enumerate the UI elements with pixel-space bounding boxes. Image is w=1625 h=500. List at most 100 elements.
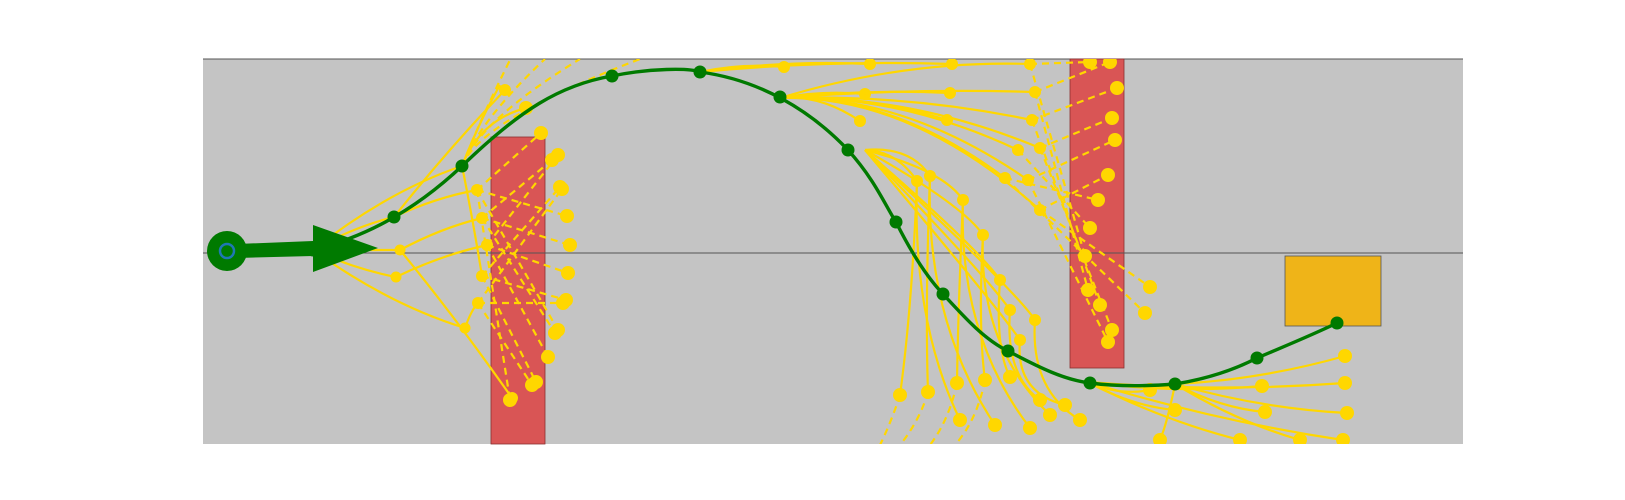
- obstacle-left: [490, 136, 546, 445]
- tree-edge: [981, 234, 1051, 416]
- tree-node: [1143, 280, 1157, 294]
- tree-edge: [1039, 116, 1113, 150]
- tree-edge: [477, 188, 563, 304]
- tree-node: [499, 84, 511, 96]
- tree-node: [551, 148, 565, 162]
- tree-node: [988, 418, 1002, 432]
- tree-node: [1336, 433, 1350, 444]
- tree-node: [1101, 168, 1115, 182]
- tree-node: [525, 378, 539, 392]
- tree-node: [541, 350, 555, 364]
- tree-edge: [481, 186, 561, 277]
- tree-node: [1138, 306, 1152, 320]
- tree-edge: [477, 302, 533, 386]
- tree-edge: [899, 391, 930, 444]
- path-waypoint: [1168, 377, 1182, 391]
- tree-node: [1258, 405, 1272, 419]
- tree-node: [1168, 403, 1182, 417]
- tree-node: [1043, 408, 1057, 422]
- tree-edge: [779, 96, 1019, 151]
- tree-edge: [1033, 91, 1090, 291]
- tree-edge: [1004, 176, 1099, 202]
- tree-edge: [1018, 339, 1066, 407]
- tree-edge: [486, 244, 549, 358]
- tree-node: [1103, 59, 1117, 69]
- path-waypoint: [455, 159, 469, 173]
- path-waypoint: [693, 65, 707, 79]
- tree-node: [944, 87, 956, 99]
- path-waypoint: [1330, 316, 1344, 330]
- tree-edge: [476, 132, 542, 191]
- tree-edge: [1087, 381, 1241, 442]
- tree-edge: [864, 149, 984, 236]
- tree-edge: [1017, 149, 1091, 229]
- path-waypoint: [841, 143, 855, 157]
- tree-edge: [481, 275, 537, 383]
- tree-node: [1101, 335, 1115, 349]
- tree-edge: [486, 154, 559, 246]
- tree-node: [1233, 433, 1247, 444]
- tree-edge: [475, 189, 512, 401]
- tree-node: [561, 266, 575, 280]
- tree-node: [1073, 413, 1087, 427]
- tree-node: [1023, 421, 1037, 435]
- tree-node: [1058, 398, 1072, 412]
- tree-edge: [1008, 309, 1041, 401]
- path-waypoint: [605, 69, 619, 83]
- tree-edge: [460, 84, 501, 167]
- tree-edge: [1028, 63, 1087, 257]
- tree-edge: [399, 216, 483, 251]
- tree-edge: [1039, 174, 1109, 211]
- tree-edge: [929, 382, 959, 444]
- path-waypoint: [889, 215, 903, 229]
- path-waypoint: [936, 287, 950, 301]
- tree-node: [1105, 323, 1119, 337]
- tree-edge: [481, 217, 556, 334]
- tree-node: [1083, 59, 1097, 69]
- goal-region: [1284, 255, 1382, 327]
- tree-node: [1003, 370, 1017, 384]
- arena: [203, 59, 1463, 444]
- tree-edge: [864, 148, 964, 201]
- tree-edge: [879, 394, 902, 444]
- tree-node: [854, 115, 866, 127]
- tree-edge: [699, 61, 953, 74]
- tree-edge: [1174, 382, 1348, 415]
- path-waypoint: [773, 90, 787, 104]
- tree-edge: [915, 180, 961, 421]
- tree-edge: [1174, 383, 1301, 442]
- tree-edge: [1174, 354, 1346, 386]
- tree-edge: [1027, 179, 1109, 343]
- tree-edge: [1029, 60, 1091, 66]
- tree-node: [1340, 406, 1354, 420]
- heading-arrow-icon: [237, 225, 378, 272]
- path-waypoint: [1001, 344, 1015, 358]
- tree-edge: [779, 62, 1031, 100]
- path-waypoint: [387, 210, 401, 224]
- tree-node: [555, 182, 569, 196]
- tree-node: [859, 88, 871, 100]
- tree-node: [1083, 221, 1097, 235]
- start-marker-icon: [207, 231, 247, 271]
- tree-edge: [779, 89, 1036, 100]
- tree-node: [1338, 376, 1352, 390]
- tree-edge: [864, 149, 1001, 281]
- tree-node: [864, 59, 876, 70]
- tree-node: [1091, 193, 1105, 207]
- tree-node: [534, 126, 548, 140]
- tree-edge: [1038, 147, 1114, 331]
- tree-edge: [476, 189, 559, 331]
- tree-edge: [481, 274, 567, 302]
- tree-node: [563, 238, 577, 252]
- tree-edge: [393, 89, 506, 218]
- tree-node: [1105, 111, 1119, 125]
- tree-node: [1293, 433, 1307, 444]
- tree-edge: [476, 188, 568, 218]
- tree-edge: [928, 175, 996, 426]
- tree-edge: [961, 199, 1031, 429]
- tree-node: [1108, 133, 1122, 147]
- path-waypoint: [1083, 376, 1097, 390]
- tree-edge: [864, 149, 1021, 341]
- tree-edge: [1039, 209, 1151, 288]
